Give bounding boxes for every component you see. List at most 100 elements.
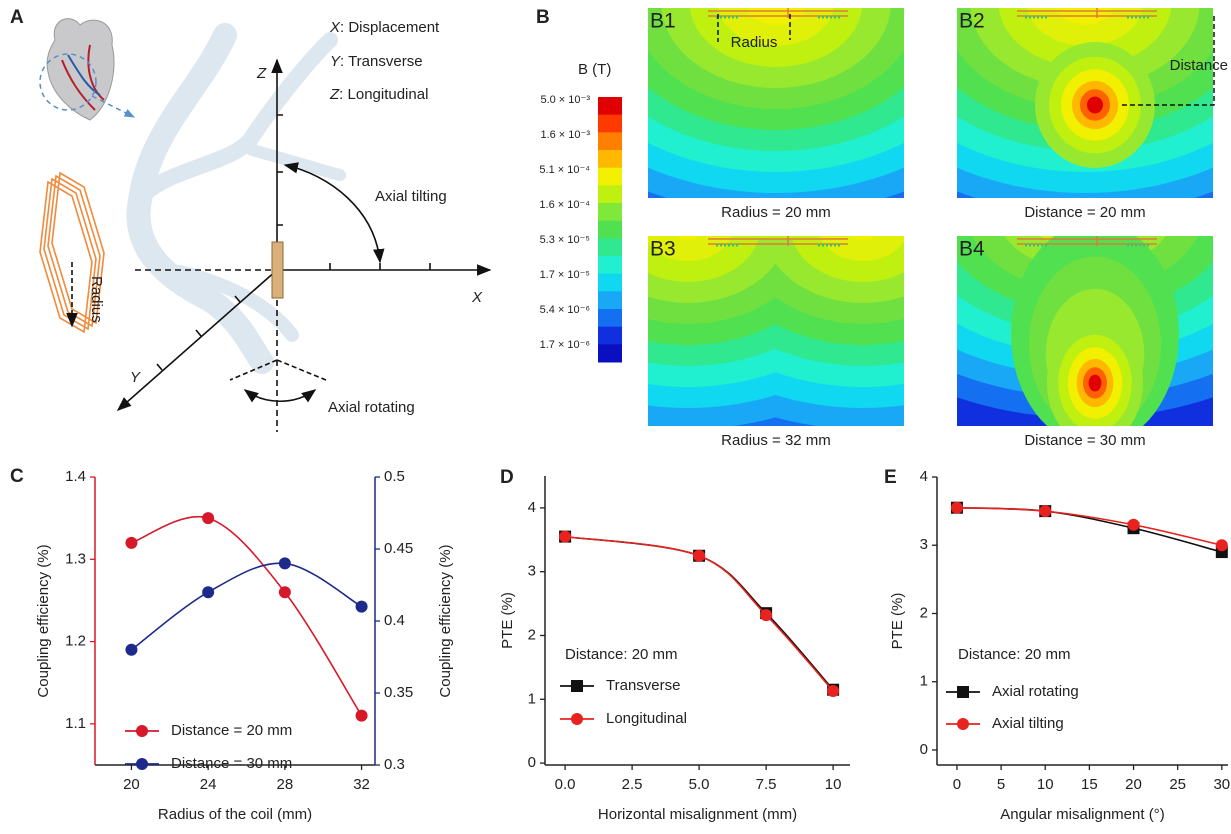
- legend-entry: Z: Longitudinal: [329, 86, 428, 103]
- y-axis-label: PTE (%): [499, 592, 516, 649]
- colorbar-band: [598, 256, 622, 274]
- y-axis-label: Coupling efficiency (%): [35, 544, 52, 697]
- colorbar-label: 5.0 × 10⁻³: [540, 94, 590, 106]
- axis-name: Y: [130, 369, 141, 386]
- colorbar-label: 1.7 × 10⁻⁵: [540, 269, 590, 281]
- legend-text: : Longitudinal: [339, 86, 428, 103]
- legend-label: Axial tilting: [992, 715, 1064, 732]
- colorbar-band: [598, 274, 622, 292]
- colorbar-band: [598, 150, 622, 168]
- y-tick-label: 0: [528, 754, 536, 771]
- x-axis-label: Radius of the coil (mm): [158, 806, 312, 823]
- map-annotation: Distance: [1170, 57, 1228, 74]
- marker: [136, 725, 148, 737]
- y-tick-label: 1.1: [65, 715, 86, 732]
- annotation: Axial tilting: [375, 188, 447, 205]
- y-tick-label: 0: [920, 741, 928, 758]
- legend-label: Longitudinal: [606, 710, 687, 727]
- colorbar-label: 5.4 × 10⁻⁶: [540, 304, 590, 316]
- legend-label: Distance = 30 mm: [171, 755, 292, 772]
- legend-label: Distance = 20 mm: [171, 722, 292, 739]
- y2-axis-label: Coupling efficiency (%): [437, 544, 454, 697]
- colorbar-band: [598, 291, 622, 309]
- map-caption: Distance = 20 mm: [1024, 204, 1145, 221]
- y2-tick-label: 0.45: [384, 540, 413, 557]
- map-annotation: Radius: [731, 34, 778, 51]
- y-tick-label: 2: [528, 626, 536, 643]
- x-tick-label: 30: [1213, 776, 1230, 793]
- panel-label: A: [10, 7, 24, 28]
- axis-name: Z: [256, 65, 267, 82]
- heart-icon: [40, 19, 134, 120]
- y-tick-label: 1.3: [65, 550, 86, 567]
- marker: [571, 713, 583, 725]
- y-tick-label: 1: [920, 673, 928, 690]
- marker: [827, 685, 839, 697]
- colorbar-band: [598, 97, 622, 115]
- contour: [670, 212, 706, 240]
- map-label: B1: [650, 10, 676, 33]
- marker: [951, 502, 963, 514]
- colorbar-band: [598, 344, 622, 362]
- marker: [202, 586, 214, 598]
- map-caption: Distance = 30 mm: [1024, 432, 1145, 449]
- marker: [356, 601, 368, 613]
- series-line: [131, 563, 361, 650]
- x-tick-label: 20: [123, 776, 140, 793]
- marker: [202, 512, 214, 524]
- panel-label: E: [884, 467, 897, 488]
- legend-text: : Displacement: [340, 19, 440, 36]
- map-label: B3: [650, 238, 676, 261]
- vessels: [138, 35, 340, 362]
- hotspot: [1089, 375, 1102, 392]
- marker: [559, 531, 571, 543]
- marker: [957, 718, 969, 730]
- series-line: [957, 508, 1222, 552]
- contour: [818, 191, 909, 261]
- annotation: Radius: [88, 276, 105, 323]
- series-line: [131, 517, 361, 716]
- colorbar-band: [598, 238, 622, 256]
- x-tick-label: 15: [1081, 776, 1098, 793]
- y-tick-label: 4: [920, 468, 928, 485]
- colorbar-title: B (T): [578, 61, 611, 78]
- map-caption: Radius = 20 mm: [721, 204, 831, 221]
- marker: [125, 644, 137, 656]
- marker: [1128, 519, 1140, 531]
- marker: [356, 710, 368, 722]
- x-axis-label: Angular misalignment (°): [1000, 806, 1164, 823]
- colorbar-band: [598, 203, 622, 221]
- y-tick-label: 1.2: [65, 633, 86, 650]
- y2-tick-label: 0.35: [384, 684, 413, 701]
- marker: [1039, 505, 1051, 517]
- map-label: B4: [959, 238, 985, 261]
- colorbar-band: [598, 115, 622, 133]
- marker: [136, 758, 148, 770]
- device: [272, 242, 283, 298]
- colorbar-label: 1.6 × 10⁻³: [540, 129, 590, 141]
- axis-name: X: [471, 289, 483, 306]
- colorbar-label: 5.1 × 10⁻⁴: [539, 164, 590, 176]
- legend-text: : Transverse: [340, 53, 423, 70]
- colorbar-band: [598, 221, 622, 239]
- legend-label: Transverse: [606, 677, 680, 694]
- y-tick-label: 4: [528, 499, 536, 516]
- x-tick-label: 10: [825, 776, 842, 793]
- series-line: [957, 508, 1222, 546]
- marker: [760, 609, 772, 621]
- colorbar-band: [598, 185, 622, 203]
- x-tick-label: 32: [353, 776, 370, 793]
- contour: [845, 212, 881, 240]
- x-axis-label: Horizontal misalignment (mm): [598, 806, 797, 823]
- marker: [125, 537, 137, 549]
- x-tick-label: 2.5: [622, 776, 643, 793]
- panel-label: C: [10, 466, 24, 487]
- panel-label: D: [500, 467, 514, 488]
- legend-entry: Y: Transverse: [330, 53, 423, 70]
- x-tick-label: 5: [997, 776, 1005, 793]
- y2-tick-label: 0.3: [384, 756, 405, 773]
- colorbar-band: [598, 132, 622, 150]
- y-tick-label: 3: [920, 536, 928, 553]
- x-tick-label: 25: [1169, 776, 1186, 793]
